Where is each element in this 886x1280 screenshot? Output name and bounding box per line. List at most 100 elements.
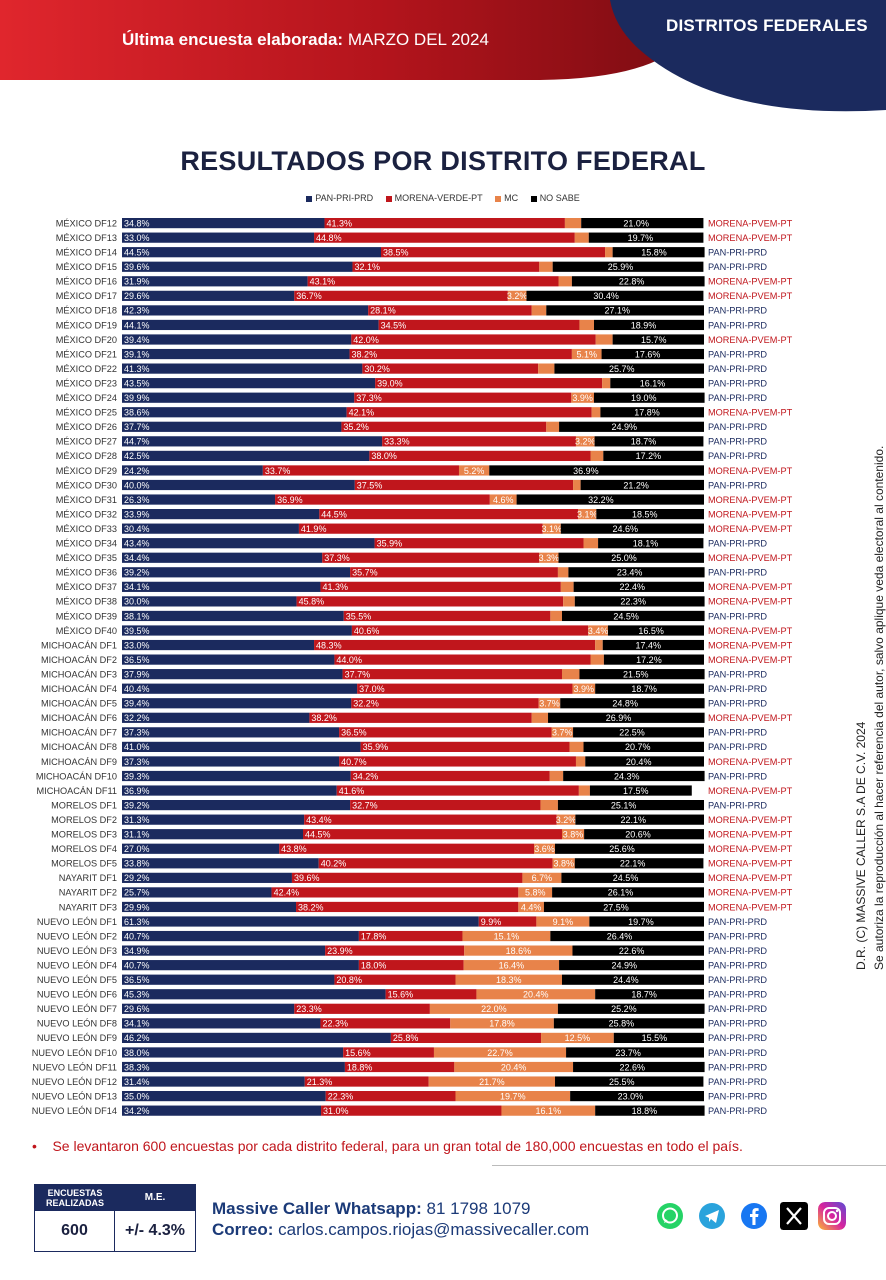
bar-segment bbox=[550, 930, 704, 942]
bar-segment bbox=[344, 1061, 455, 1073]
whatsapp-number[interactable]: 81 1798 1079 bbox=[426, 1199, 531, 1218]
category-label: MICHOACÁN DF3 bbox=[41, 669, 117, 679]
bar-segment bbox=[325, 945, 465, 956]
copyright-line: D.R. (C) MASSIVE CALLER S.A DE C.V. 2024 bbox=[854, 721, 868, 970]
bar-segment bbox=[463, 960, 560, 971]
bar-segment bbox=[122, 305, 369, 316]
bar-row: MORELOS DF2 31.3% 43.4% 3.2% 22.1% MORENA-PVE… bbox=[51, 814, 793, 825]
data-label: 21.0% bbox=[623, 218, 649, 228]
bar-segment bbox=[122, 960, 359, 971]
data-label: 21.7% bbox=[479, 1077, 505, 1087]
data-label: 46.2% bbox=[124, 1033, 150, 1043]
bar-segment bbox=[375, 378, 603, 389]
bar-segment bbox=[122, 858, 319, 869]
data-label: 20.7% bbox=[625, 742, 651, 752]
bar-segment bbox=[378, 319, 580, 331]
bar-segment bbox=[522, 872, 562, 883]
data-label: 36.9% bbox=[277, 495, 303, 505]
bar-row: MÉXICO DF3938.1%35.5%2.0%24.5%PAN-PRI-PR… bbox=[56, 610, 767, 622]
bar-segment bbox=[578, 509, 597, 520]
bar-row: MÉXICO DF1234.8%41.3%2.8%21.0%MORENA-PVE… bbox=[56, 218, 793, 228]
data-label: 3.7% bbox=[539, 699, 560, 709]
facebook-icon[interactable] bbox=[740, 1202, 768, 1230]
data-label: 34.1% bbox=[124, 582, 150, 592]
data-label: 40.7% bbox=[341, 757, 367, 767]
bar-segment bbox=[559, 421, 704, 432]
bar-row: MÉXICO DF33 30.4% 41.9% 3.1% 24.6% MORENA-PVE… bbox=[56, 523, 793, 534]
data-label: 48.3% bbox=[316, 640, 342, 650]
data-label: 18.6% bbox=[506, 946, 532, 956]
bar-segment bbox=[580, 479, 704, 491]
telegram-icon[interactable] bbox=[698, 1202, 726, 1230]
winner-label: MORENA-PVEM-PT bbox=[708, 597, 793, 607]
bar-segment bbox=[571, 392, 595, 403]
bar-segment bbox=[122, 829, 304, 840]
bar-segment bbox=[122, 523, 299, 534]
data-label: 44.8% bbox=[316, 233, 342, 243]
bar-segment bbox=[122, 552, 323, 563]
section-title: DISTRITOS FEDERALES bbox=[666, 16, 868, 35]
bar-segment bbox=[570, 1091, 704, 1102]
bar-segment bbox=[122, 509, 320, 520]
bar-segment bbox=[314, 232, 575, 243]
bar-row: NAYARIT DF3 29.9% 38.2% 4.4% 27.5% MORENA-PVE… bbox=[59, 901, 793, 913]
email-address[interactable]: carlos.campos.riojas@massivecaller.com bbox=[278, 1220, 590, 1239]
category-label: NAYARIT DF3 bbox=[59, 902, 117, 912]
data-label: 19.7% bbox=[628, 233, 654, 243]
bar-segment bbox=[579, 669, 705, 680]
bar-segment bbox=[557, 800, 704, 811]
bar-segment bbox=[122, 1047, 344, 1058]
legend-swatch-pan bbox=[306, 195, 313, 202]
bar-row: MICHOACÁN DF4 40.4% 37.0% 3.9% 18.7% PAN-PRI-… bbox=[41, 683, 767, 694]
category-label: MÉXICO DF13 bbox=[56, 233, 117, 243]
data-label: 42.4% bbox=[274, 888, 300, 898]
whatsapp-icon[interactable] bbox=[656, 1202, 684, 1230]
bar-row: NUEVO LEÓN DF3 34.9% 23.9% 18.6% 22.6% PAN-PR… bbox=[37, 945, 767, 956]
bar-segment bbox=[594, 436, 704, 447]
bar-segment bbox=[590, 450, 604, 461]
bar-segment bbox=[550, 610, 562, 622]
bar-segment bbox=[455, 974, 562, 985]
legend-label-mc: MC bbox=[504, 193, 519, 203]
bar-segment bbox=[539, 552, 559, 563]
category-label: NUEVO LEÓN DF6 bbox=[37, 990, 117, 1000]
bar-segment bbox=[601, 348, 704, 360]
bar-segment bbox=[501, 1105, 596, 1116]
bar-segment bbox=[122, 436, 383, 447]
data-label: 39.3% bbox=[124, 771, 150, 781]
category-label: MÉXICO DF12 bbox=[56, 218, 117, 228]
data-label: 44.5% bbox=[305, 830, 331, 840]
data-label: 36.5% bbox=[124, 655, 150, 665]
x-icon[interactable] bbox=[780, 1202, 808, 1230]
winner-label: MORENA-PVEM-PT bbox=[708, 859, 793, 869]
bar-segment bbox=[596, 509, 704, 520]
data-label: 17.8% bbox=[489, 1019, 515, 1029]
data-label: 28.1% bbox=[370, 306, 396, 316]
bar-segment bbox=[602, 639, 704, 651]
bar-segment bbox=[539, 261, 553, 272]
bar-segment bbox=[554, 363, 704, 374]
data-label: 3.8% bbox=[563, 830, 584, 840]
data-label: 31.9% bbox=[124, 277, 150, 287]
winner-label: PAN-PRI-PRD bbox=[708, 320, 767, 330]
data-label: 35.2% bbox=[343, 422, 369, 432]
bar-segment bbox=[351, 334, 596, 345]
winner-label: MORENA-PVEM-PT bbox=[708, 509, 793, 519]
bar-row: MÉXICO DF17 29.6% 36.7% 3.2% 30.4% MORENA-PVE… bbox=[56, 290, 793, 301]
bar-segment bbox=[350, 800, 541, 811]
category-label: MORELOS DF3 bbox=[51, 830, 117, 840]
bar-segment bbox=[584, 829, 704, 840]
data-label: 35.5% bbox=[346, 611, 372, 621]
legend-label-no-sabe: NO SABE bbox=[539, 193, 580, 203]
bar-segment bbox=[122, 363, 363, 374]
bar-segment bbox=[602, 378, 611, 389]
bar-segment bbox=[279, 843, 535, 854]
instagram-icon[interactable] bbox=[818, 1202, 846, 1230]
bar-row: MICHOACÁN DF7 37.3% 36.5% 3.7% 22.5% PAN-PRI-… bbox=[41, 727, 767, 738]
bar-row: MÉXICO DF3734.1%41.3%2.2%22.4%MORENA-PVE… bbox=[56, 581, 793, 592]
data-label: 25.7% bbox=[609, 364, 635, 374]
bar-segment bbox=[122, 538, 375, 549]
whatsapp-line: Massive Caller Whatsapp: 81 1798 1079 bbox=[212, 1198, 589, 1219]
data-label: 29.2% bbox=[124, 873, 150, 883]
bar-segment bbox=[122, 901, 297, 913]
